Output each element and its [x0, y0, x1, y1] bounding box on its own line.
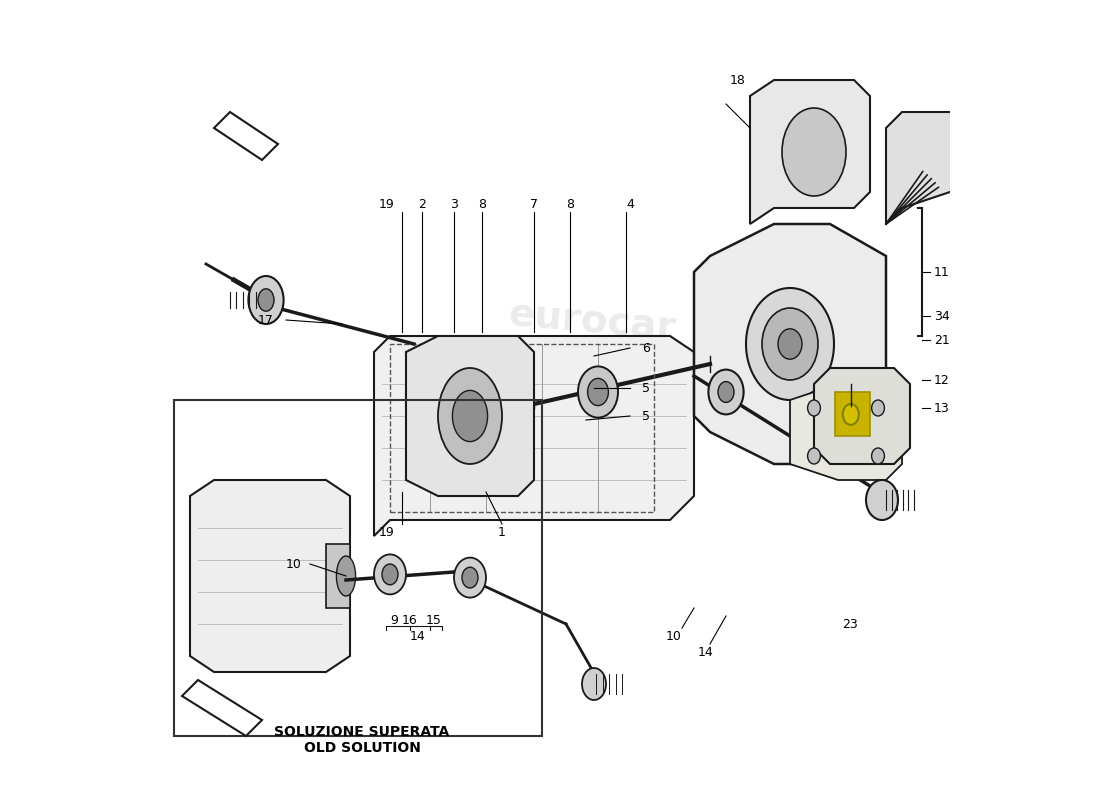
Polygon shape	[406, 336, 534, 496]
Text: 18: 18	[730, 74, 746, 86]
Text: 21: 21	[934, 334, 949, 346]
Ellipse shape	[871, 448, 884, 464]
Polygon shape	[182, 680, 262, 736]
Polygon shape	[214, 112, 278, 160]
Text: 19: 19	[378, 526, 394, 538]
Text: 9: 9	[390, 614, 398, 626]
Text: 17: 17	[258, 314, 274, 326]
Polygon shape	[750, 80, 870, 224]
Text: 2: 2	[418, 198, 426, 210]
Text: 10: 10	[667, 630, 682, 642]
Polygon shape	[835, 392, 870, 436]
Polygon shape	[790, 384, 902, 480]
Ellipse shape	[871, 400, 884, 416]
Ellipse shape	[746, 288, 834, 400]
Text: a passion for what works since 1993: a passion for what works since 1993	[420, 390, 680, 522]
Polygon shape	[374, 336, 694, 536]
Text: 19: 19	[378, 198, 394, 210]
Ellipse shape	[587, 378, 608, 406]
Ellipse shape	[249, 276, 284, 324]
Text: 8: 8	[478, 198, 486, 210]
Ellipse shape	[438, 368, 502, 464]
Ellipse shape	[778, 329, 802, 359]
Text: eurocar
parts: eurocar parts	[503, 296, 678, 392]
Text: 3: 3	[450, 198, 458, 210]
Text: 4: 4	[626, 198, 634, 210]
Ellipse shape	[782, 108, 846, 196]
Text: 8: 8	[566, 198, 574, 210]
Text: OLD SOLUTION: OLD SOLUTION	[304, 741, 420, 755]
Ellipse shape	[374, 554, 406, 594]
Ellipse shape	[718, 382, 734, 402]
Text: 10: 10	[286, 558, 301, 570]
Text: 13: 13	[934, 402, 949, 414]
Text: 16: 16	[403, 614, 418, 626]
Polygon shape	[814, 368, 910, 464]
Text: 5: 5	[642, 410, 650, 422]
Ellipse shape	[807, 400, 821, 416]
Ellipse shape	[578, 366, 618, 418]
Text: 14: 14	[410, 630, 426, 642]
Text: 12: 12	[934, 374, 949, 386]
Bar	[174, 400, 542, 736]
Polygon shape	[694, 224, 886, 464]
Ellipse shape	[452, 390, 487, 442]
Text: 15: 15	[426, 614, 442, 626]
Ellipse shape	[582, 668, 606, 700]
Text: 5: 5	[642, 382, 650, 394]
Ellipse shape	[762, 308, 818, 380]
Ellipse shape	[843, 404, 859, 425]
Text: SOLUZIONE SUPERATA: SOLUZIONE SUPERATA	[274, 725, 450, 739]
Polygon shape	[190, 480, 350, 672]
Ellipse shape	[454, 558, 486, 598]
Text: 1: 1	[498, 526, 506, 538]
Text: 7: 7	[530, 198, 538, 210]
Ellipse shape	[708, 370, 744, 414]
Ellipse shape	[462, 567, 478, 588]
Bar	[326, 544, 350, 608]
Ellipse shape	[258, 289, 274, 311]
Polygon shape	[886, 112, 982, 224]
Text: 23: 23	[843, 618, 858, 630]
Text: 6: 6	[642, 342, 650, 354]
Ellipse shape	[807, 448, 821, 464]
Ellipse shape	[337, 556, 355, 596]
Text: 11: 11	[934, 266, 949, 278]
Ellipse shape	[382, 564, 398, 585]
Text: 34: 34	[934, 310, 949, 322]
Ellipse shape	[866, 480, 898, 520]
Text: 14: 14	[698, 646, 714, 658]
